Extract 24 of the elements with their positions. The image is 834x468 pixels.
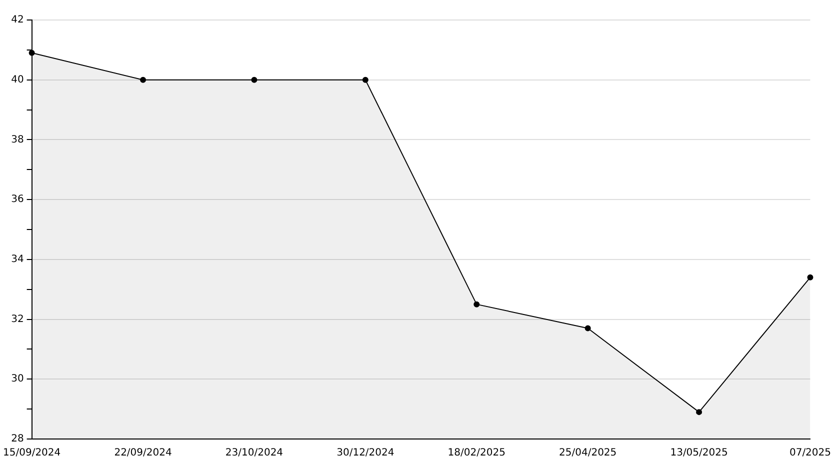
x-tick-label: 30/12/2024 <box>336 448 394 459</box>
y-tick-label: 28 <box>11 434 24 445</box>
x-tick-label: 23/10/2024 <box>225 448 284 459</box>
point <box>251 76 258 83</box>
point <box>696 409 702 416</box>
point <box>140 76 146 83</box>
y-tick-label: 32 <box>11 314 24 325</box>
y-tick-label: 34 <box>11 254 24 266</box>
point <box>807 274 814 280</box>
y-tick-label: 36 <box>11 194 24 206</box>
x-tick-label: 18/02/2025 <box>448 448 506 459</box>
x-tick-label: 15/09/2024 <box>3 448 61 459</box>
x-tick-label: 22/09/2024 <box>114 448 172 459</box>
point <box>584 325 591 332</box>
x-tick-label: 07/2025 <box>789 448 831 459</box>
y-tick-label: 38 <box>11 134 24 146</box>
y-tick-label: 30 <box>11 374 24 385</box>
point <box>474 301 480 308</box>
x-tick-label: 13/05/2025 <box>670 448 728 459</box>
y-tick-label: 42 <box>11 14 24 26</box>
point <box>28 50 35 56</box>
x-tick-label: 25/04/2025 <box>559 448 617 459</box>
point <box>362 76 368 83</box>
y-tick-label: 40 <box>11 74 24 86</box>
